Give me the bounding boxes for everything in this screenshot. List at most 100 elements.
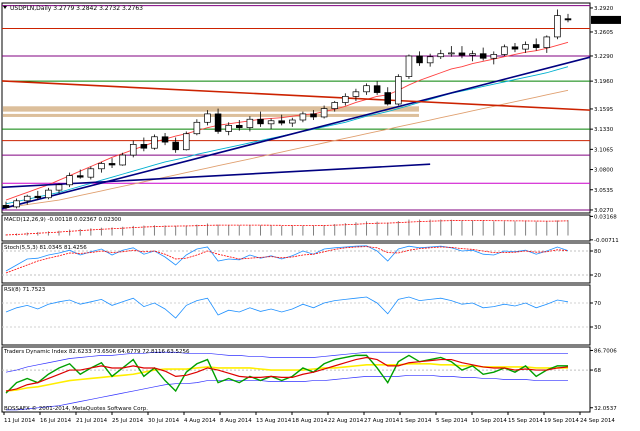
pane-frame-ind1: [1, 242, 591, 284]
price-tick-label: 3.1330: [594, 127, 614, 133]
candle-body[interactable]: [437, 53, 445, 58]
indicator-tick-label: 70: [594, 301, 601, 307]
x-tick-label: 15 Sep 2014: [508, 418, 543, 424]
candle-body[interactable]: [352, 91, 360, 97]
candle-body[interactable]: [214, 113, 222, 132]
candle-body[interactable]: [479, 53, 487, 59]
candle-body[interactable]: [98, 163, 105, 170]
candle-body[interactable]: [278, 120, 285, 124]
price-tick-label: 3.2920: [594, 6, 614, 12]
x-tick-label: 22 Aug 2014: [328, 418, 364, 424]
price-tick-label: 3.1595: [594, 107, 614, 113]
candle-body[interactable]: [363, 85, 370, 93]
candle-body[interactable]: [45, 189, 52, 199]
candle-body[interactable]: [490, 54, 498, 59]
candle-body[interactable]: [76, 175, 84, 178]
tdi-middle-line: [5, 362, 568, 392]
price-tick-label: 3.2290: [594, 54, 614, 60]
tdi-rsi-price-line: [5, 354, 568, 394]
candle-body[interactable]: [257, 118, 264, 125]
candle-body[interactable]: [2, 205, 10, 209]
x-tick-label: 10 Sep 2014: [472, 418, 507, 424]
candle-body[interactable]: [342, 96, 349, 103]
candle-body[interactable]: [448, 52, 455, 55]
candle-body[interactable]: [564, 18, 572, 21]
moving-average-line: [5, 89, 569, 209]
x-tick-label: 30 Jul 2014: [148, 418, 180, 424]
candle-body[interactable]: [289, 119, 296, 124]
tdi-label: Traders Dynamic Index 82.6233 73.6506 64…: [3, 349, 190, 355]
indicator-tick-label: 32.0537: [594, 406, 617, 412]
candle-body[interactable]: [13, 200, 20, 208]
indicator-tick-label: -0.00711: [594, 238, 619, 244]
tdi-upper-band: [5, 351, 568, 373]
candle-body[interactable]: [182, 133, 190, 151]
candle-body[interactable]: [373, 85, 381, 93]
current-price-box: [591, 15, 621, 24]
candle-body[interactable]: [320, 108, 328, 118]
candle-body[interactable]: [66, 175, 73, 186]
candle-body[interactable]: [23, 195, 31, 202]
candle-body[interactable]: [554, 15, 561, 38]
candle-body[interactable]: [532, 44, 540, 48]
candle-body[interactable]: [161, 136, 169, 143]
price-tick-label: 3.0800: [594, 168, 614, 174]
candle-body[interactable]: [458, 52, 466, 56]
candle-body[interactable]: [55, 184, 63, 191]
candle-body[interactable]: [405, 55, 413, 77]
candle-body[interactable]: [543, 36, 551, 48]
price-tick-label: 3.0535: [594, 188, 614, 194]
x-tick-label: 27 Aug 2014: [364, 418, 400, 424]
copyright-text: BOSSAFX © 2001-2014, MetaQuotes Software…: [4, 405, 148, 412]
candle-body[interactable]: [416, 55, 423, 64]
x-tick-label: 16 Jul 2014: [40, 418, 72, 424]
candle-body[interactable]: [469, 53, 476, 56]
rsi-label: RSI(8) 71.7523: [4, 287, 46, 293]
rsi-line: [5, 296, 569, 319]
x-tick-label: 18 Aug 2014: [292, 418, 328, 424]
trend-line: [1, 56, 591, 210]
candle-body[interactable]: [225, 124, 232, 132]
stoch-signal-line: [5, 246, 569, 274]
candle-body[interactable]: [426, 56, 434, 64]
candle-body[interactable]: [87, 168, 95, 178]
candle-body[interactable]: [310, 113, 317, 118]
macd-label: MACD(12,26,9) -0.00118 0.02367 0.02300: [4, 217, 122, 223]
x-tick-label: 13 Aug 2014: [256, 418, 292, 424]
candle-body[interactable]: [140, 144, 148, 149]
x-tick-label: 25 Jul 2014: [112, 418, 144, 424]
candle-body[interactable]: [299, 113, 307, 121]
current-price-label: 3.2763: [593, 18, 613, 24]
candle-body[interactable]: [193, 121, 201, 135]
candle-body[interactable]: [129, 144, 137, 156]
price-tick-label: 3.1065: [594, 147, 614, 153]
candle-body[interactable]: [246, 118, 254, 128]
candle-body[interactable]: [511, 46, 519, 50]
candle-body[interactable]: [384, 92, 392, 105]
candle-body[interactable]: [522, 44, 529, 50]
x-tick-label: 11 Jul 2014: [4, 418, 36, 424]
candle-body[interactable]: [331, 102, 338, 109]
candle-body[interactable]: [236, 124, 243, 128]
x-tick-label: 21 Jul 2014: [76, 418, 108, 424]
moving-average-line: [5, 41, 569, 201]
candle-body[interactable]: [395, 76, 402, 105]
triangle-down-icon[interactable]: [3, 6, 7, 9]
macd-signal-line: [5, 220, 569, 236]
candle-body[interactable]: [172, 141, 179, 151]
candle-body[interactable]: [267, 120, 275, 125]
candle-body[interactable]: [119, 154, 126, 166]
chart-title: USDPLN,Daily 3.2779 3.2842 3.2732 3.2763: [10, 5, 143, 12]
indicator-tick-label: 68: [594, 368, 601, 374]
trend-line: [1, 163, 431, 189]
candle-body[interactable]: [204, 113, 211, 123]
candle-body[interactable]: [34, 195, 42, 199]
candle-body[interactable]: [151, 136, 158, 149]
indicator-tick-label: 0.03168: [594, 214, 617, 220]
candle-body[interactable]: [108, 163, 116, 166]
candle-body[interactable]: [501, 46, 508, 55]
resistance-zone: [3, 106, 419, 112]
stoch-label: Stoch(5,5,3) 81.0345 81.4256: [4, 245, 87, 251]
